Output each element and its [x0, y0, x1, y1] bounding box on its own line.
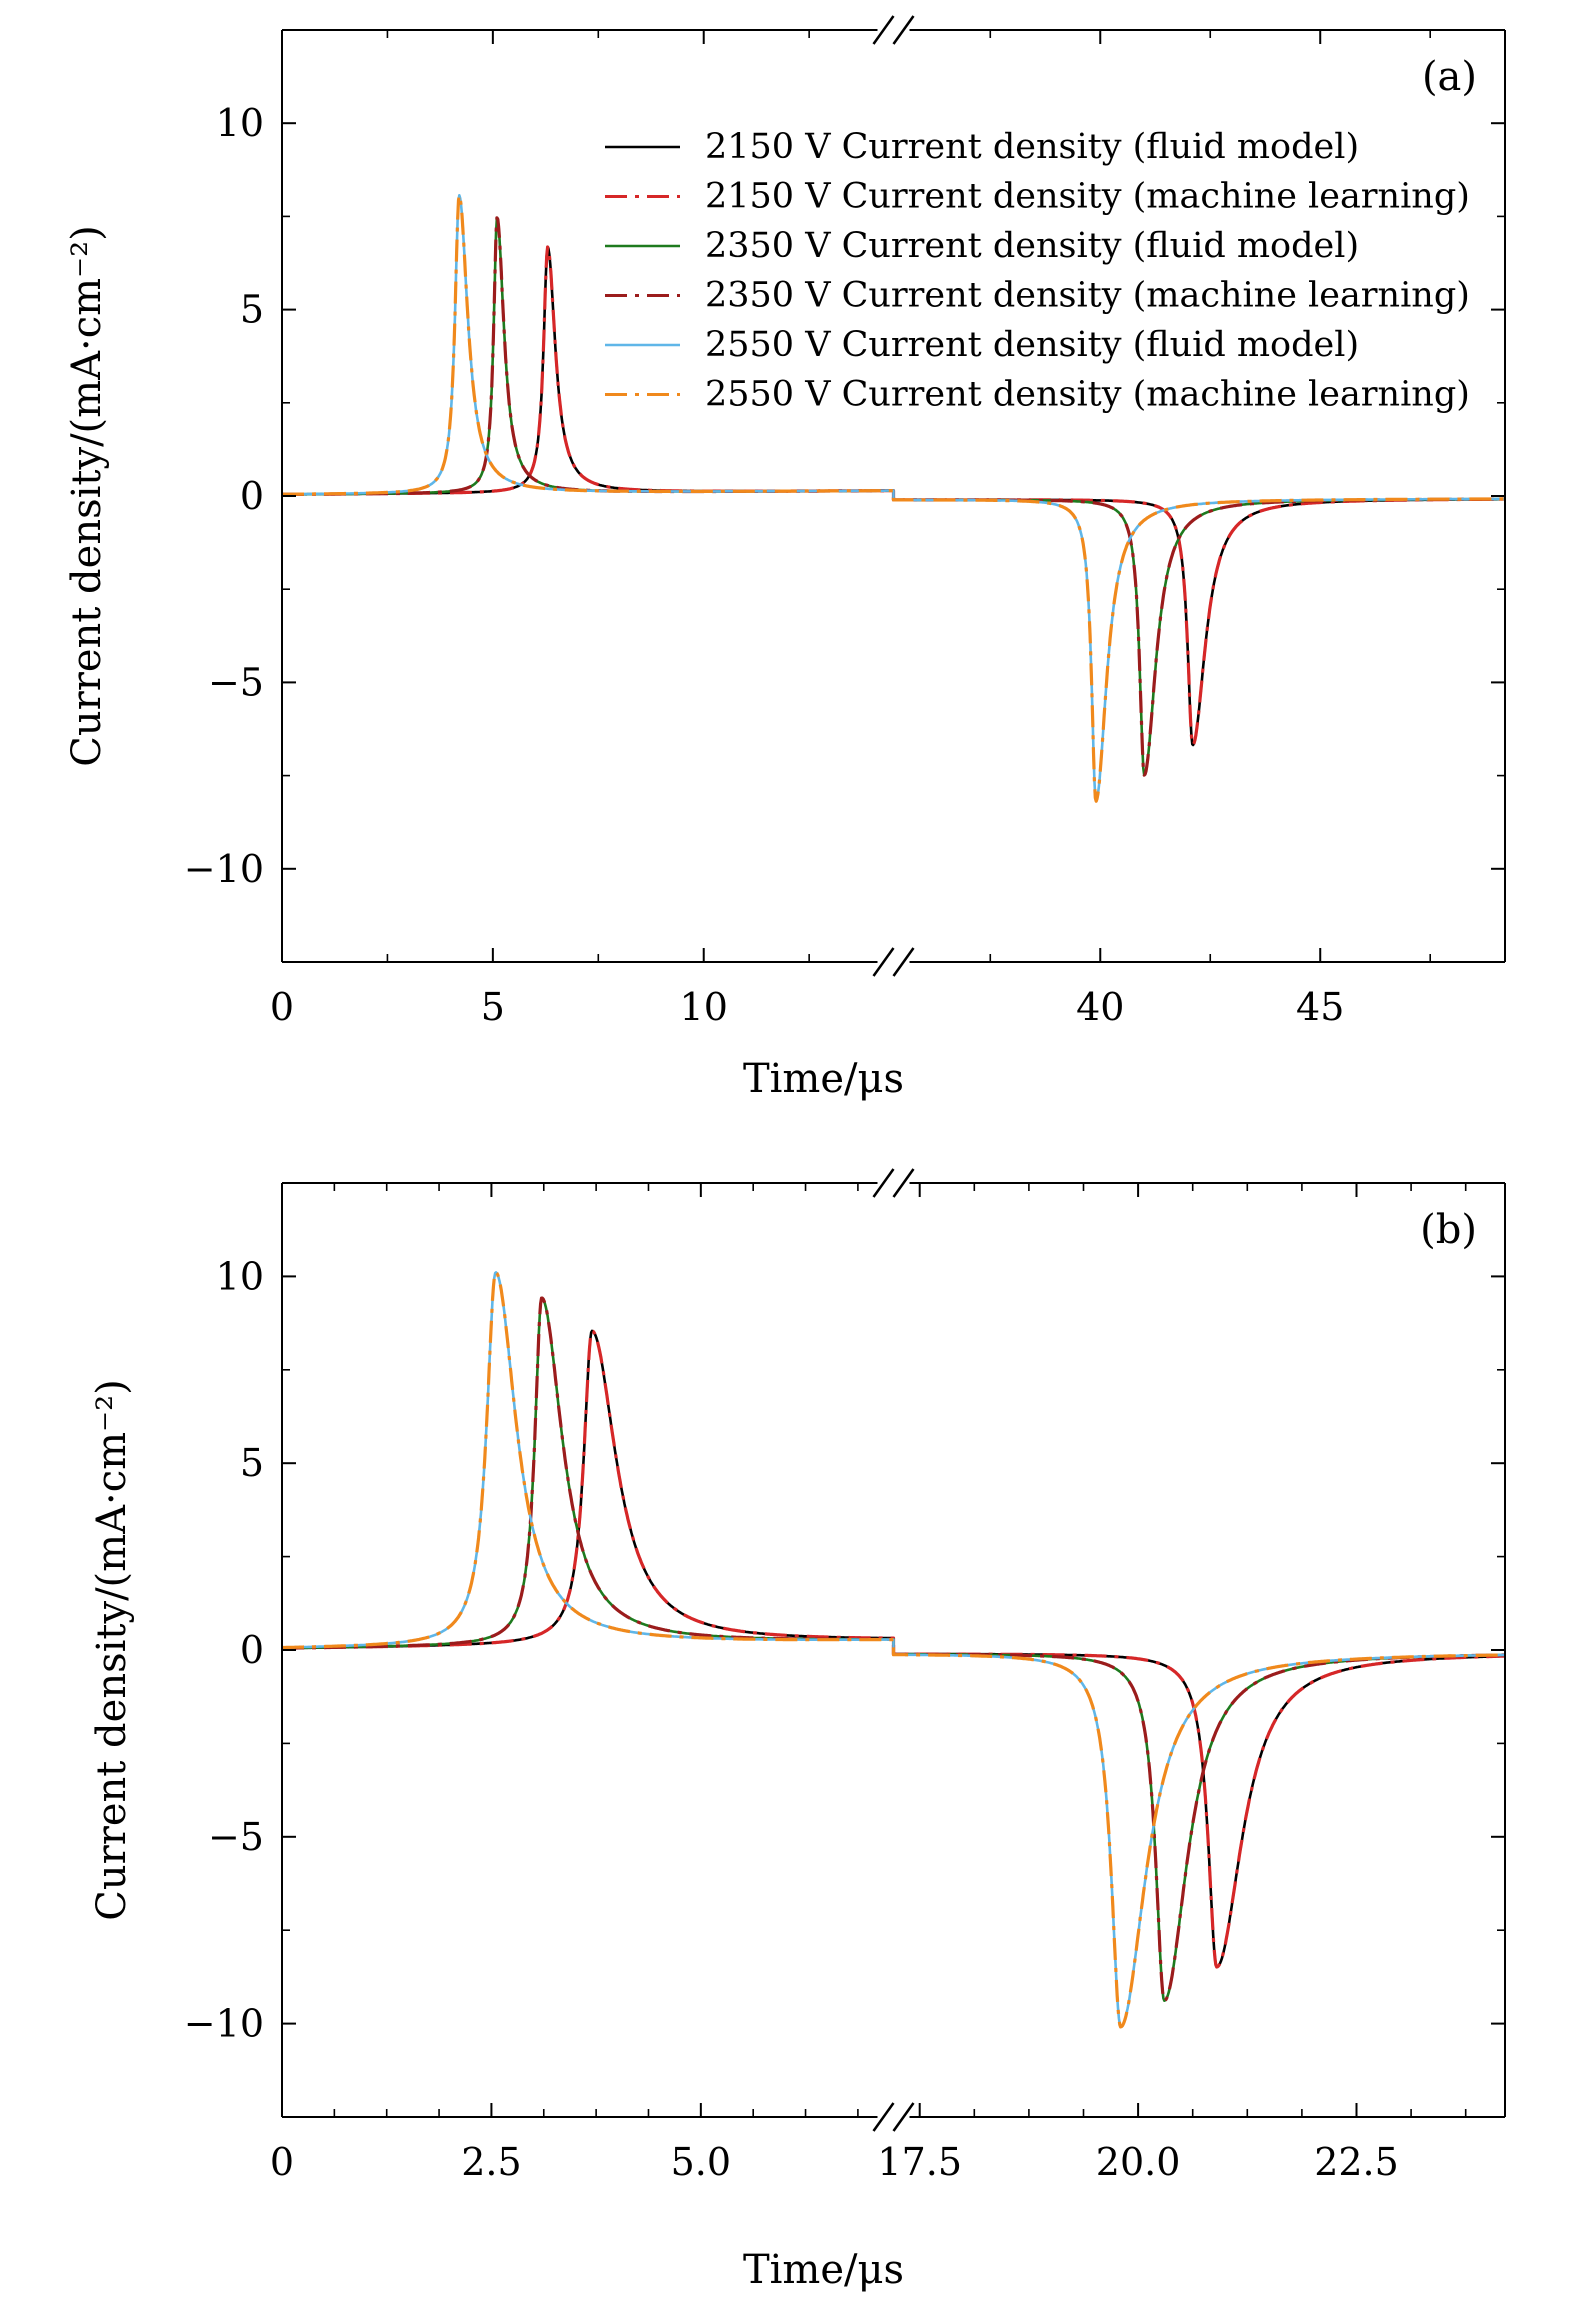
- x-tick-label: 5: [481, 985, 505, 1029]
- axis-break-mark: [892, 15, 915, 45]
- x-tick-label: 20.0: [1096, 2140, 1181, 2184]
- x-tick-label: 22.5: [1314, 2140, 1399, 2184]
- panel-label: (b): [1420, 1207, 1477, 1253]
- legend-entry-3: 2350 V Current density (fluid model): [705, 226, 1359, 266]
- axis-break-mark: [892, 2102, 915, 2132]
- y-tick-label: −10: [184, 2002, 264, 2046]
- series-group: [282, 193, 1505, 803]
- panel-label: (a): [1422, 54, 1477, 100]
- y-tick-label: −10: [184, 847, 264, 891]
- y-tick-label: 5: [240, 288, 264, 332]
- x-tick-label: 0: [270, 2140, 294, 2184]
- y-tick-label: 10: [216, 101, 264, 145]
- y-tick-label: 0: [240, 474, 264, 518]
- legend-entry-5: 2550 V Current density (fluid model): [705, 325, 1359, 365]
- panel-b: −10 −5 0 5 10 0 2.5 5.0 17.5 20.0 22.5 Time/μs Curre…: [89, 1168, 1506, 2293]
- legend-entry-4: 2350 V Current density (machine learning…: [705, 276, 1470, 316]
- y-axis-title: Current density/(mA·cm⁻²): [89, 1379, 135, 1921]
- axis-break-mark: [872, 1168, 895, 1198]
- legend-entry-6: 2550 V Current density (machine learning…: [705, 375, 1470, 415]
- y-tick-label: 5: [240, 1441, 264, 1485]
- axis-break-mark: [892, 947, 915, 977]
- x-tick-label: 2.5: [461, 2140, 521, 2184]
- axis-break-mark: [892, 1168, 915, 1198]
- y-tick-label: 10: [216, 1254, 264, 1298]
- axis-break-mark: [872, 15, 895, 45]
- y-tick-label: −5: [208, 660, 264, 704]
- y-tick-label: 0: [240, 1628, 264, 1672]
- legend-entry-1: 2150 V Current density (fluid model): [705, 127, 1359, 167]
- panel-a: −10 −5 0 5 10 0 5 10 40 45 Time/μs Current density/…: [64, 15, 1506, 1102]
- axis-break-mark: [872, 947, 895, 977]
- series-group: [282, 1270, 1505, 2029]
- y-axis-title: Current density/(mA·cm⁻²): [64, 225, 110, 767]
- y-tick-label: −5: [208, 1815, 264, 1859]
- x-tick-label: 0: [270, 985, 294, 1029]
- x-tick-label: 40: [1076, 985, 1124, 1029]
- x-tick-label: 5.0: [671, 2140, 731, 2184]
- x-tick-label: 45: [1296, 985, 1344, 1029]
- series-line-2: [282, 245, 1505, 747]
- x-axis-title: Time/μs: [743, 2247, 904, 2293]
- series-line-6: [282, 1270, 1505, 2029]
- x-axis-title: Time/μs: [743, 1056, 904, 1102]
- legend-entry-2: 2150 V Current density (machine learning…: [705, 177, 1470, 217]
- x-tick-label: 17.5: [877, 2140, 962, 2184]
- series-line-6: [282, 193, 1505, 803]
- x-tick-label: 10: [680, 985, 728, 1029]
- axis-break-mark: [872, 2102, 895, 2132]
- legend: 2150 V Current density (fluid model) 2150…: [605, 127, 1470, 415]
